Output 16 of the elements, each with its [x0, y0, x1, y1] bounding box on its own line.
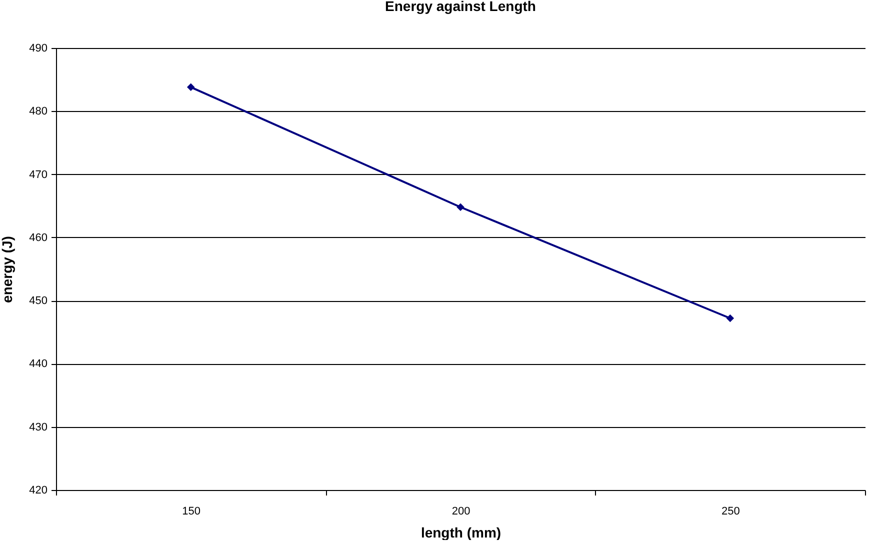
point: [456, 203, 464, 211]
y-tick-label: 470: [29, 168, 48, 181]
x-tick-label: 250: [721, 506, 740, 518]
point: [186, 83, 195, 92]
point: [726, 314, 734, 322]
y-tick-label: 490: [29, 42, 48, 54]
y-tick-label: 440: [29, 358, 48, 370]
y-tick-label: 460: [29, 232, 48, 244]
y-tick-label: 480: [29, 106, 48, 118]
y-axis-title: energy (J): [0, 236, 16, 303]
y-tick-label: 450: [29, 295, 48, 308]
y-tick-label: 420: [29, 484, 48, 496]
y-tick-label: 430: [29, 421, 48, 434]
x-tick-label: 200: [452, 506, 470, 518]
x-tick-label: 150: [182, 506, 201, 518]
chart-title: Energy against Length: [385, 0, 536, 14]
